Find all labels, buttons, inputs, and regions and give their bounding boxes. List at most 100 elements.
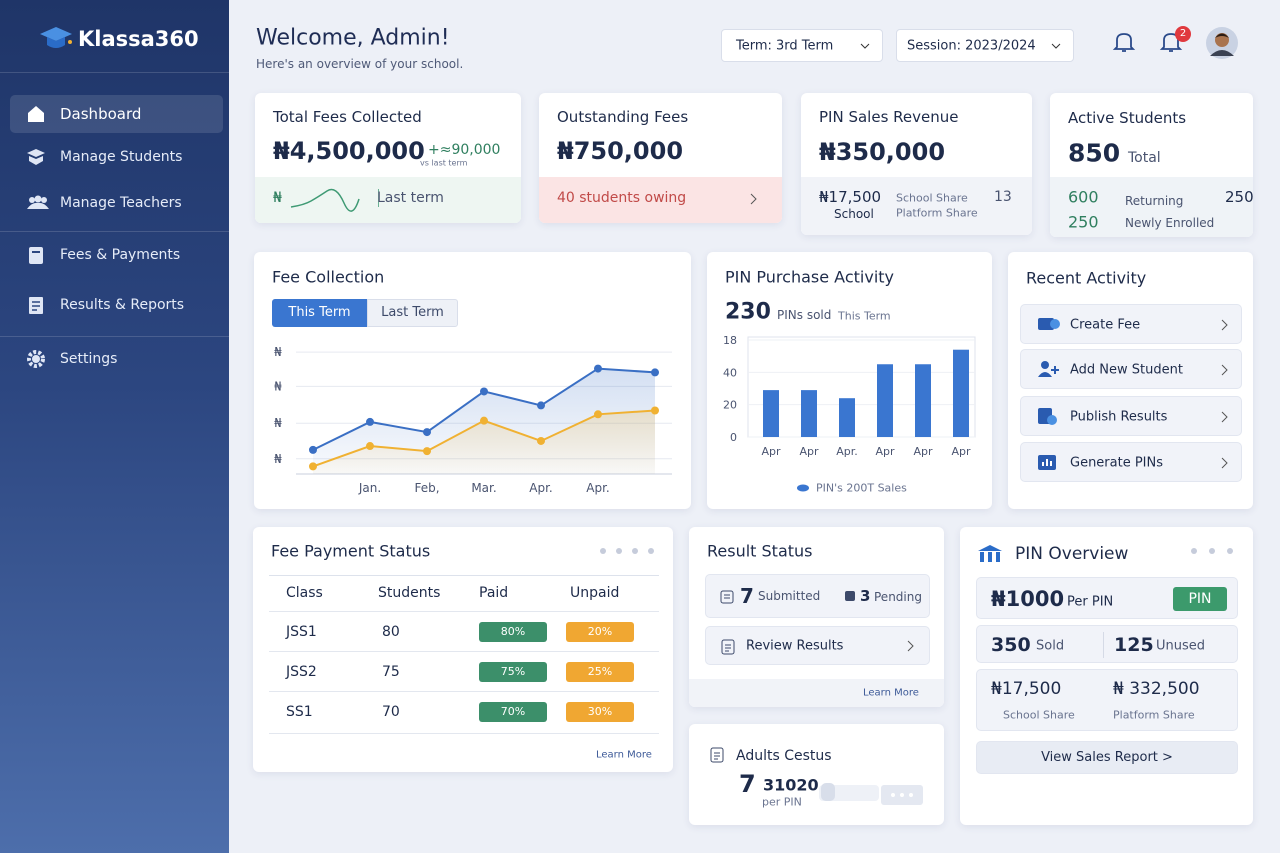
returning-label: Returning	[1125, 194, 1184, 208]
slider[interactable]	[819, 779, 925, 809]
y-tick-label: ₦	[274, 452, 282, 466]
x-tick-label: Apr.	[586, 481, 609, 495]
returning-count: 600	[1068, 187, 1099, 207]
icon	[27, 149, 45, 165]
school-amount: ₦17,500	[819, 188, 882, 206]
submitted-label: Submitted	[758, 589, 821, 603]
area	[313, 410, 655, 474]
card-title: Adults Cestus	[736, 748, 832, 764]
bar	[953, 349, 969, 437]
tab-active[interactable]: This Term	[272, 299, 367, 327]
link[interactable]: Learn More	[596, 749, 652, 761]
menu-label: Manage Students	[60, 149, 183, 165]
activity-item[interactable]: Publish Results	[1020, 396, 1242, 436]
icon	[710, 747, 724, 763]
bar	[915, 364, 931, 437]
unused-count: 125	[1114, 634, 1154, 656]
sales-report-button[interactable]: View Sales Report >	[976, 741, 1238, 774]
pins-count: 230	[725, 299, 771, 325]
plot-frame	[747, 336, 976, 438]
activity-label: Publish Results	[1070, 409, 1168, 425]
tab[interactable]: Last Term	[367, 299, 458, 327]
new-label: Newly Enrolled	[1125, 216, 1215, 230]
card-footer[interactable]: 40 students owing	[539, 177, 782, 223]
card-title: Result Status	[707, 541, 813, 561]
bell-icon[interactable]	[1112, 30, 1136, 54]
y-tick-label: 0	[730, 431, 737, 444]
unpaid-badge: 30%	[566, 702, 634, 722]
review-button[interactable]: Review Results	[705, 626, 930, 665]
logo-icon	[40, 27, 72, 48]
link[interactable]: Learn More	[863, 687, 919, 699]
avatar[interactable]	[1205, 26, 1239, 60]
census-amount: 31020	[763, 775, 819, 795]
pending-label: Pending	[874, 590, 922, 604]
unpaid-badge: 25%	[566, 662, 634, 682]
icon	[27, 195, 49, 209]
activity-label: Generate PINs	[1070, 455, 1164, 471]
activity-item[interactable]: Generate PINs	[1020, 442, 1242, 482]
session-dropdown[interactable]: Session: 2023/2024	[896, 29, 1074, 62]
chevron	[1221, 319, 1228, 331]
notification-badge: 2	[1175, 26, 1191, 42]
stat-card: Total Fees Collected ₦4,500,000 +≈90,000…	[255, 93, 521, 223]
menu-label: Dashboard	[60, 105, 142, 123]
card-title: Fee Collection	[272, 267, 385, 287]
icon	[1038, 455, 1056, 470]
paid-badge: 75%	[479, 662, 547, 682]
point	[366, 442, 374, 451]
menu-item[interactable]: Settings	[10, 340, 223, 378]
y-tick-label: 18	[723, 334, 737, 347]
chevron	[1051, 43, 1061, 49]
icon	[721, 639, 735, 655]
y-tick-label: ₦	[274, 379, 282, 393]
more-dots[interactable]	[1190, 547, 1238, 555]
x-tick-label: Apr	[951, 445, 971, 458]
brand: Klassa360	[78, 27, 199, 51]
activity-item[interactable]: Add New Student	[1020, 349, 1242, 389]
icon	[978, 545, 1002, 562]
unpaid-value: 25%	[587, 665, 613, 678]
more-dots[interactable]	[597, 547, 661, 555]
y-tick-label: 40	[723, 366, 737, 379]
term-dropdown[interactable]: Term: 3rd Term	[721, 29, 883, 62]
menu-item[interactable]: Manage Students	[10, 138, 223, 176]
class-cell: JSS1	[286, 624, 317, 640]
icon	[28, 106, 44, 122]
sold-label: Sold	[1036, 638, 1065, 654]
pin-price: ₦1000	[991, 587, 1065, 611]
menu-item[interactable]: Results & Reports	[10, 286, 223, 324]
sparkline	[290, 188, 379, 212]
point	[309, 462, 317, 471]
y-tick-label: ₦	[274, 345, 282, 359]
class-cell: JSS2	[286, 664, 317, 680]
page-title: Welcome, Admin!	[256, 25, 450, 51]
card-footer: 600 Returning 250 250 Newly Enrolled	[1050, 177, 1254, 237]
pin-badge: PIN	[1173, 587, 1227, 611]
menu-item[interactable]: Fees & Payments	[10, 236, 223, 274]
point	[480, 416, 488, 425]
menu-label: Settings	[60, 351, 118, 367]
students-cell: 75	[382, 664, 400, 680]
activity-item[interactable]: Create Fee	[1020, 304, 1242, 344]
census-value: 7	[739, 770, 756, 798]
menu-item[interactable]: Dashboard	[10, 95, 223, 133]
icon	[1038, 361, 1059, 377]
activity-label: Create Fee	[1070, 317, 1141, 333]
platform-share-label: Platform Share	[1113, 708, 1195, 722]
unpaid-value: 20%	[587, 625, 613, 638]
pins-label: PINs sold	[777, 308, 832, 322]
menu-item[interactable]: Manage Teachers	[10, 184, 223, 222]
point	[309, 445, 317, 454]
bar-chart: 0 20 40 18 Apr Apr Apr. Apr Apr Apr	[723, 334, 976, 458]
column-header: Paid	[479, 585, 509, 601]
point	[651, 368, 659, 377]
counts-box: 350 Sold 125 Unused	[976, 625, 1238, 663]
stat-label: PIN Sales Revenue	[819, 108, 959, 126]
point	[537, 401, 545, 410]
stat-label: Total Fees Collected	[273, 108, 422, 126]
x-tick-label: Apr	[875, 445, 895, 458]
card-title: Recent Activity	[1026, 268, 1147, 288]
legend-label: PIN's 200T Sales	[816, 481, 907, 495]
divider	[0, 72, 229, 73]
